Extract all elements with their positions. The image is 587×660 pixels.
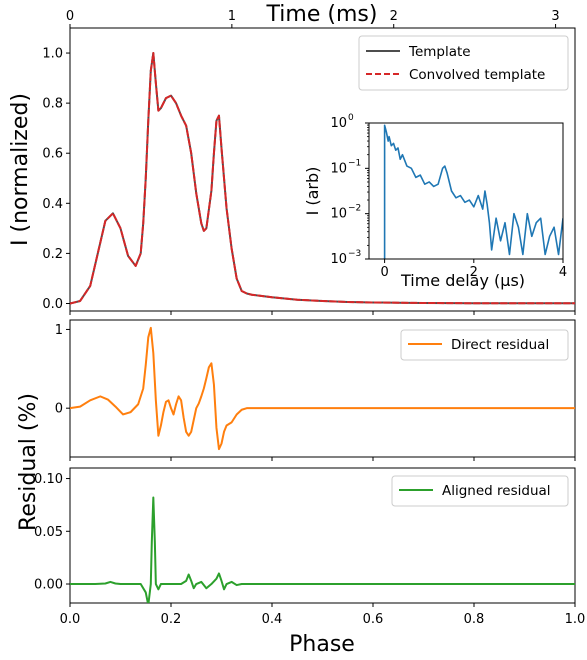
inset-y-tick-label: 10 [330, 161, 347, 176]
aligned-series-1-line [70, 496, 575, 603]
aligned-x-tick-label: 0.8 [464, 612, 485, 627]
aligned-legend: Aligned residual [391, 475, 569, 507]
aligned-x-tick-label: 0.4 [262, 612, 283, 627]
top-x-tick-label: 1 [228, 9, 236, 24]
direct-y-tick-label: 1 [55, 323, 63, 338]
direct-y-ticks: 01 [55, 323, 576, 461]
main-y-axis-title: I (normalized) [8, 93, 33, 246]
main-plot-frame [69, 27, 576, 312]
inset-x-axis-title: Time delay (μs) [400, 271, 525, 290]
legend-label-template: Template [408, 44, 471, 60]
main-y-ticks: 0.0 0.2 0.4 0.6 0.8 1.0 [42, 47, 576, 315]
main-y-tick-label: 0.4 [42, 197, 63, 212]
main-series-2-line [70, 52, 575, 305]
direct-legend: Direct residual [400, 329, 569, 361]
aligned-residual-panel: 0.00 0.05 0.10 0.0 0.2 0.4 0.6 0.8 1.0 Phase Al… [34, 467, 586, 657]
inset-x-tick-label: 0 [380, 265, 388, 280]
inset-y-tick-label: 10 [330, 116, 347, 131]
aligned-x-tick-label: 0.0 [60, 612, 81, 627]
direct-series-1-line [70, 326, 575, 451]
direct-legend-box [400, 329, 569, 361]
inset-lines [383, 124, 563, 259]
direct-residual-panel: 01 Residual (%) Direct residual [16, 319, 576, 531]
direct-lines [70, 326, 575, 451]
top-x-tick-label: 3 [551, 9, 559, 24]
main-lines [70, 52, 575, 305]
inset-y-tick-label: 10 [330, 252, 347, 267]
main-y-tick-label: 0.0 [42, 297, 63, 312]
main-y-tick-label: 0.8 [42, 97, 63, 112]
main-legend-box [358, 35, 569, 91]
inset-y-axis-title: I (arb) [303, 167, 322, 216]
residual-y-axis-title: Residual (%) [16, 393, 41, 531]
main-y-tick-label: 0.6 [42, 147, 63, 162]
inset-y-tick-exponent: 0 [348, 113, 354, 123]
top-x-tick-label: 0 [66, 9, 74, 24]
phase-x-axis-title: Phase [289, 632, 355, 657]
main-panel: 0.0 0.2 0.4 0.6 0.8 1.0 0 1 2 3 I (normalized) T… [8, 2, 576, 315]
aligned-lines [70, 496, 575, 603]
aligned-y-tick-label: 0.05 [34, 525, 63, 540]
aligned-legend-box [391, 475, 569, 507]
inset-y-tick-exponent: −3 [348, 249, 361, 259]
legend-label-aligned: Aligned residual [442, 483, 551, 499]
direct-plot-frame [69, 319, 576, 458]
legend-label-convolved: Convolved template [409, 67, 545, 83]
inset-series-line [383, 124, 563, 259]
inset-y-tick-label: 10 [330, 207, 347, 222]
inset-x-tick-label: 4 [559, 265, 567, 280]
aligned-y-tick-label: 0.10 [34, 472, 63, 487]
aligned-x-tick-label: 0.2 [161, 612, 182, 627]
main-y-tick-label: 1.0 [42, 47, 63, 62]
inset-y-tick-exponent: −1 [348, 158, 361, 168]
legend-label-direct: Direct residual [451, 337, 549, 353]
main-y-tick-label: 0.2 [42, 247, 63, 262]
inset-frame [368, 122, 564, 260]
aligned-y-tick-label: 0.00 [34, 578, 63, 593]
main-legend: Template Convolved template [358, 35, 569, 91]
aligned-x-tick-label: 1.0 [565, 612, 586, 627]
inset-x-tick-label: 2 [470, 265, 478, 280]
top-x-tick-label: 2 [390, 9, 398, 24]
aligned-x-tick-label: 0.6 [363, 612, 384, 627]
aligned-y-ticks: 0.00 0.05 0.10 [34, 472, 70, 593]
inset-background [369, 123, 563, 259]
top-axis-title: Time (ms) [266, 2, 378, 27]
inset-y-tick-exponent: −2 [348, 204, 361, 214]
direct-y-tick-label: 0 [55, 402, 63, 417]
main-top-ticks: 0 1 2 3 [66, 9, 560, 28]
aligned-plot-frame [69, 467, 576, 604]
aligned-x-ticks: 0.0 0.2 0.4 0.6 0.8 1.0 [60, 603, 586, 627]
